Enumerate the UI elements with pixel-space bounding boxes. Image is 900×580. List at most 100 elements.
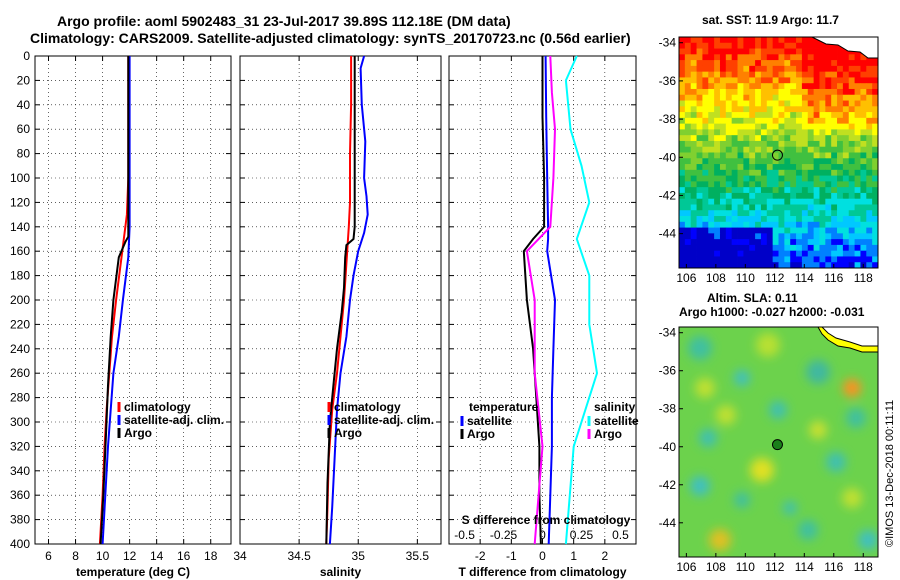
sst-cell <box>848 152 855 159</box>
sst-lon-tick-label: 116 <box>824 271 843 285</box>
sst-cell <box>866 227 873 234</box>
sst-cell <box>790 198 797 205</box>
sst-cell <box>842 106 850 113</box>
sst-cell <box>679 244 686 252</box>
sst-cell <box>819 175 826 182</box>
sst-cell <box>796 164 803 171</box>
diff-s-axis-label: S difference from climatology <box>462 513 631 527</box>
sst-cell <box>819 94 826 101</box>
sst-cell <box>760 135 768 142</box>
sst-cell <box>725 169 733 177</box>
sst-cell <box>807 158 815 165</box>
sst-cell <box>719 192 727 200</box>
sst-cell <box>679 262 686 268</box>
sst-cell <box>749 129 756 136</box>
sst-cell <box>755 187 762 194</box>
sst-cell <box>772 48 779 55</box>
sst-cell <box>801 204 809 211</box>
sst-heatmap-cells <box>679 37 878 268</box>
sst-cell <box>813 244 820 252</box>
sst-cell <box>760 158 768 165</box>
sst-cell <box>737 146 744 153</box>
sst-cell <box>714 181 721 188</box>
sst-cell <box>796 135 803 142</box>
sla-eddy-blob <box>688 336 712 360</box>
sst-cell <box>725 164 733 171</box>
sst-cell <box>743 117 750 125</box>
sst-cell <box>854 169 861 177</box>
sst-cell <box>731 140 738 148</box>
sst-cell <box>749 37 756 44</box>
sst-cell <box>796 221 803 228</box>
sst-cell <box>714 106 721 113</box>
sst-cell <box>790 71 797 78</box>
sst-cell <box>755 216 762 223</box>
depth-tick-label: 80 <box>17 147 31 161</box>
sst-cell <box>854 158 861 165</box>
sst-cell <box>690 239 697 246</box>
sst-cell <box>866 77 873 84</box>
sst-cell <box>801 106 809 113</box>
sst-cell <box>702 181 709 188</box>
sst-cell <box>801 65 809 73</box>
sst-cell <box>696 175 703 182</box>
sst-cell <box>772 210 779 217</box>
sst-cell <box>825 42 832 49</box>
sst-cell <box>696 77 703 84</box>
sst-cell <box>801 256 809 263</box>
sst-cell <box>819 88 826 96</box>
sst-cell <box>766 175 774 182</box>
sst-cell <box>708 210 715 217</box>
sst-cell <box>755 100 762 107</box>
sst-cell <box>743 112 750 119</box>
sst-cell <box>842 112 850 119</box>
sst-cell <box>696 54 703 61</box>
sst-cell <box>696 112 703 119</box>
sst-cell <box>766 117 774 125</box>
sst-cell <box>766 65 774 73</box>
sst-cell <box>696 198 703 205</box>
sst-cell <box>790 210 797 217</box>
sst-cell <box>749 204 756 211</box>
sst-cell <box>807 83 815 90</box>
sst-cell <box>702 129 709 136</box>
sst-cell <box>796 48 803 55</box>
sst-cell <box>790 239 797 246</box>
sla-map-frame <box>678 326 879 558</box>
sst-cell <box>708 42 715 49</box>
sst-lat-tick-label: -42 <box>659 188 677 202</box>
sst-cell <box>714 71 721 78</box>
sst-cell <box>719 169 727 177</box>
sst-cell <box>731 204 738 211</box>
sst-cell <box>719 256 727 263</box>
sst-cell <box>684 192 692 200</box>
sst-cell <box>755 198 762 205</box>
sst-cell <box>842 239 850 246</box>
sst-cell <box>708 140 715 148</box>
sst-cell <box>807 37 815 44</box>
sst-cell <box>766 233 774 240</box>
sst-cell <box>696 117 703 125</box>
sst-cell <box>813 54 820 61</box>
sst-cell <box>790 250 797 257</box>
sst-cell <box>684 250 692 257</box>
sst-cell <box>749 262 756 268</box>
sst-cell <box>784 88 791 96</box>
sst-cell <box>743 175 750 182</box>
sst-cell <box>772 158 779 165</box>
temperature-legend-label: Argo <box>124 426 152 440</box>
sst-cell <box>842 140 850 148</box>
sst-cell <box>790 256 797 263</box>
sst-cell <box>819 250 826 257</box>
sst-cell <box>696 123 703 130</box>
sst-cell <box>737 198 744 205</box>
sst-cell <box>719 71 727 78</box>
sst-cell <box>813 210 820 217</box>
sst-cell <box>737 60 744 67</box>
sst-cell <box>872 187 878 194</box>
sst-cell <box>796 94 803 101</box>
sla-lon-tick-label: 118 <box>854 560 873 574</box>
sst-cell <box>831 239 838 246</box>
sst-cell <box>872 83 878 90</box>
sst-cell <box>784 117 791 125</box>
